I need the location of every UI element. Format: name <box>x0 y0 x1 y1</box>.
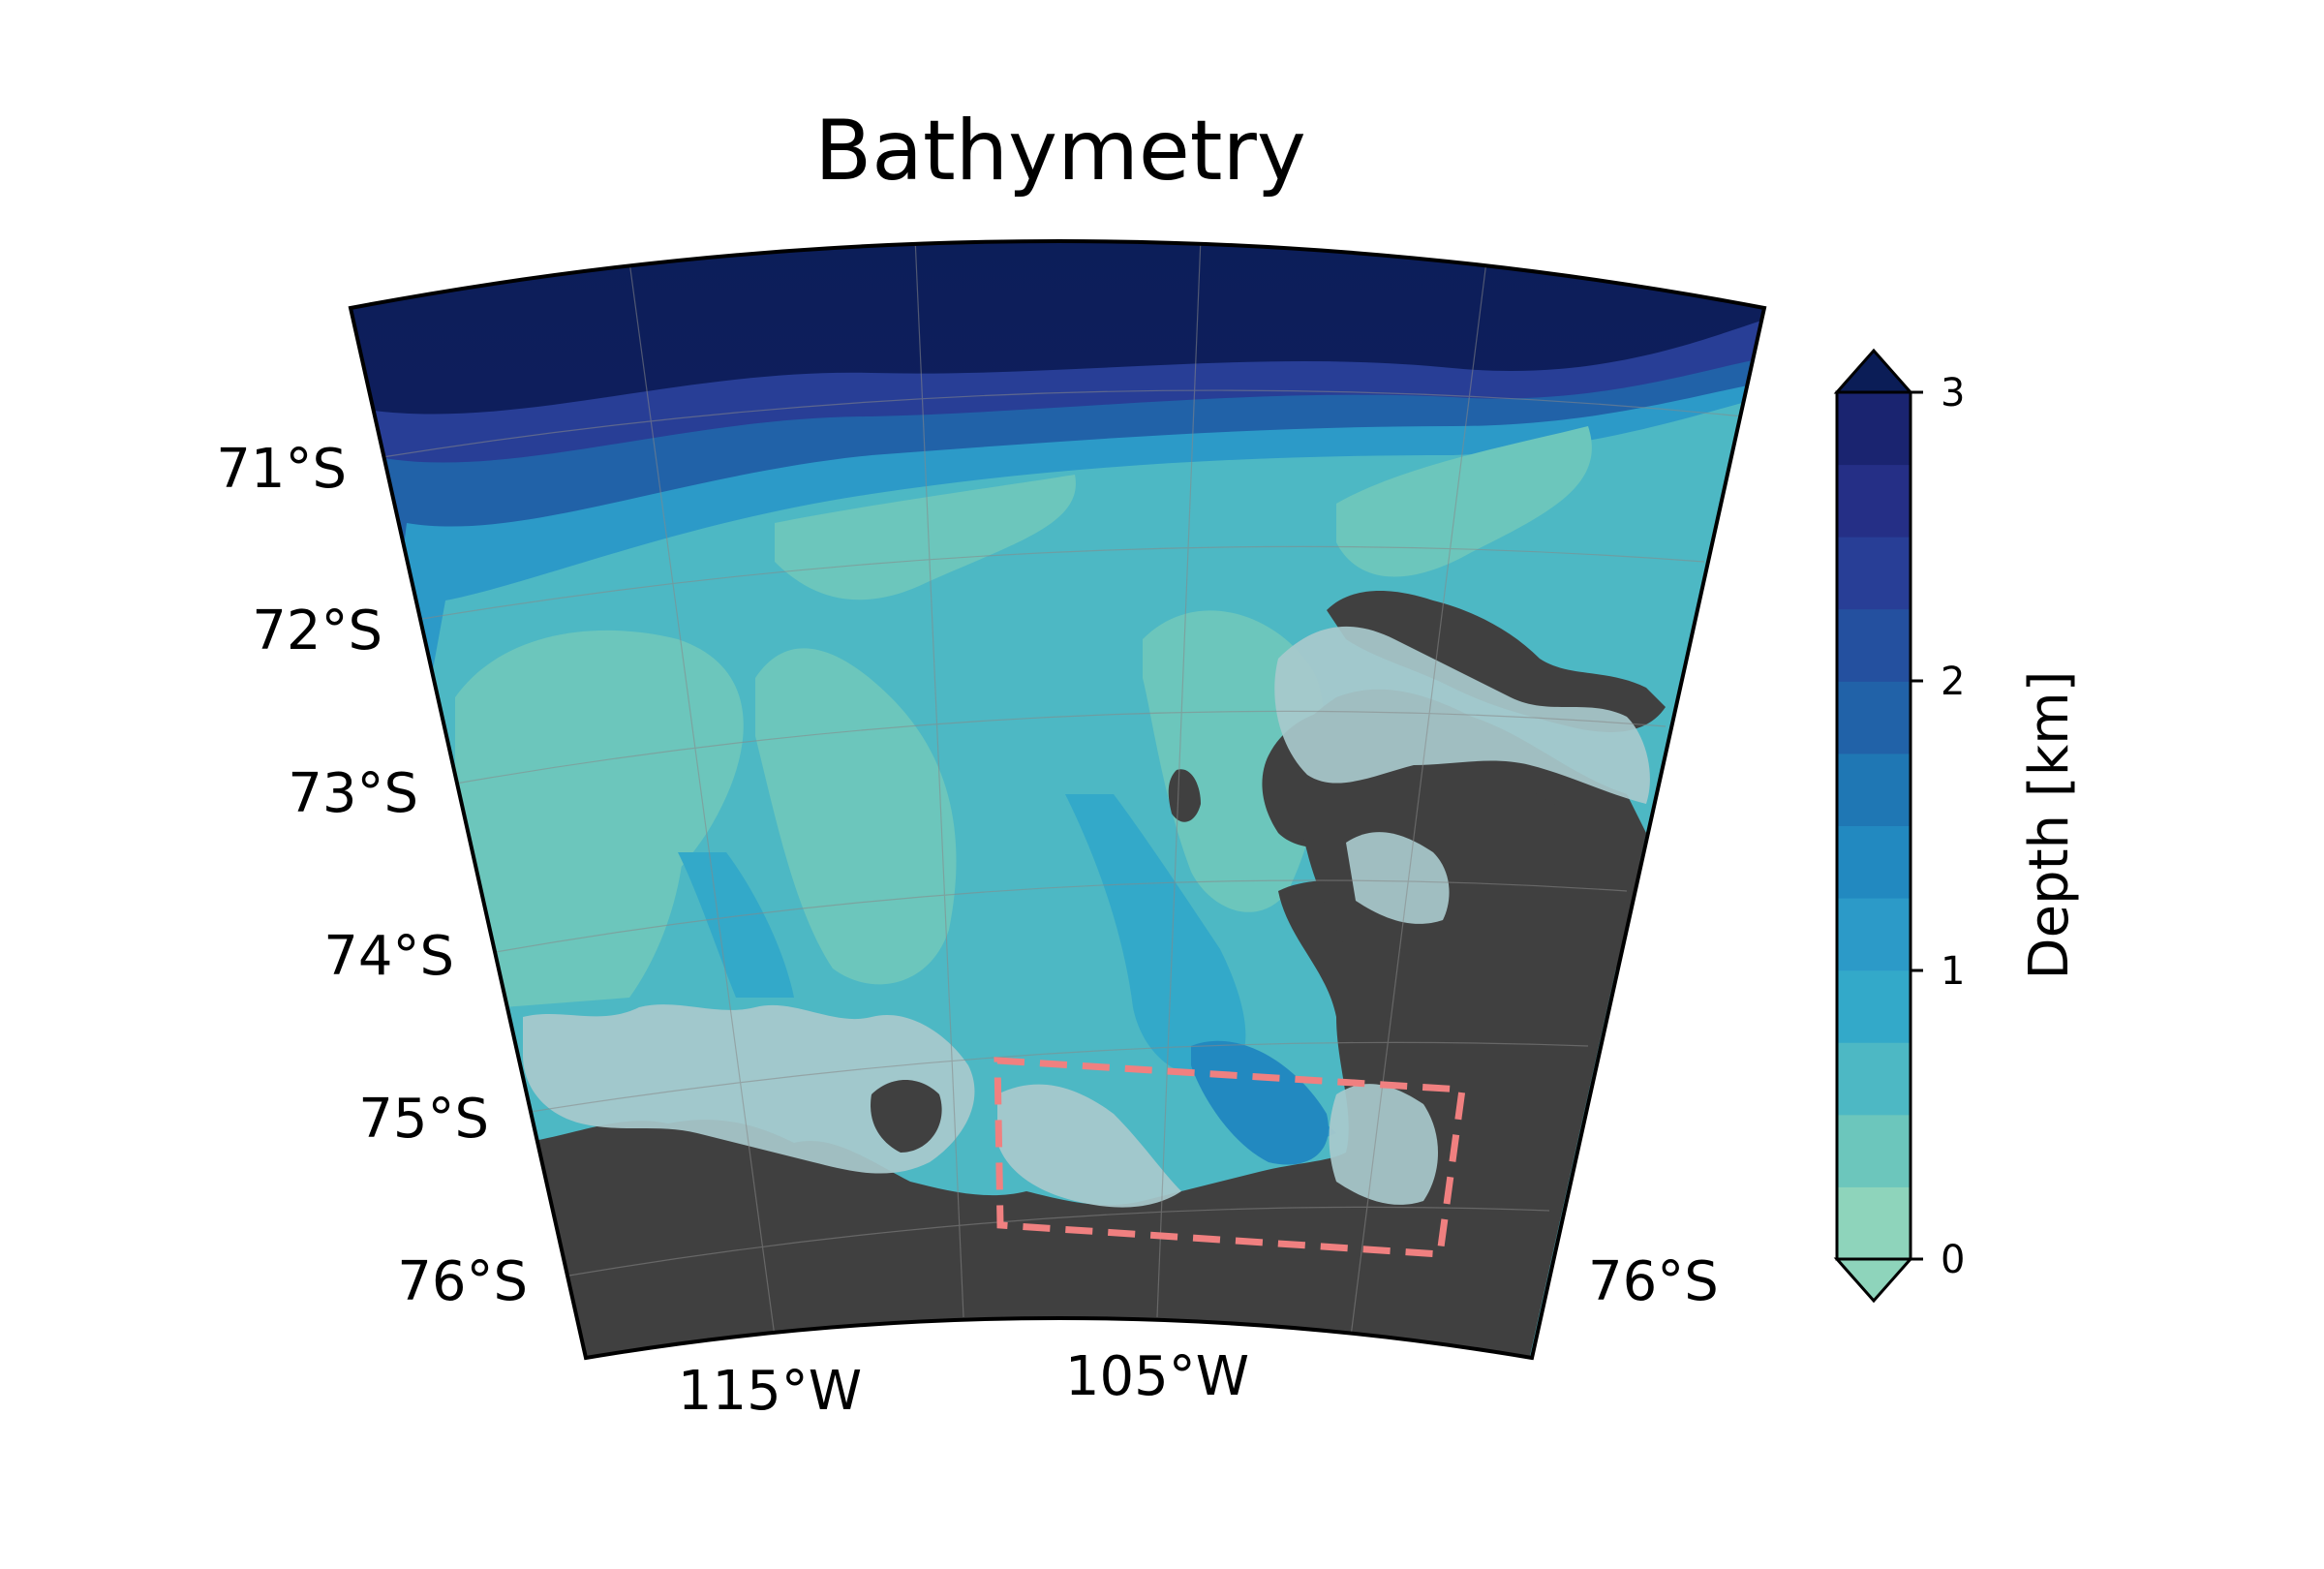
colorbar-extend-top <box>1833 348 1914 394</box>
shallow-bank-central <box>775 475 1076 600</box>
colorbar-level-0 <box>1837 1186 1911 1260</box>
colorbar-levels <box>1837 392 1911 1260</box>
island-bear-peninsula <box>1168 769 1201 822</box>
colorbar-tick-label-1: 1 <box>1941 949 1965 994</box>
colorbar-level-10 <box>1837 464 1911 538</box>
colorbar-level-5 <box>1837 825 1911 899</box>
ice-shelf-dotson <box>1329 1084 1438 1205</box>
region-highlight-box <box>994 1057 1466 1258</box>
ice-shelf-west <box>523 1004 975 1174</box>
colorbar-extend-bottom <box>1833 1257 1914 1304</box>
lat-label-76s-left: 76°S <box>397 1250 528 1313</box>
colorbar: 0 1 2 3 Depth [km] <box>1833 348 2081 1304</box>
lat-label-71s: 71°S <box>216 438 347 501</box>
map-frame <box>348 239 1767 1361</box>
lon-label-115w: 115°W <box>678 1360 862 1423</box>
colorbar-level-7 <box>1837 681 1911 754</box>
lat-label-74s: 74°S <box>323 925 454 988</box>
colorbar-label: Depth [km] <box>2018 670 2081 979</box>
shallow-shelf-middle <box>755 648 957 985</box>
chart-title: Bathymetry <box>814 103 1305 200</box>
lat-label-76s-right: 76°S <box>1588 1250 1719 1313</box>
colorbar-level-9 <box>1837 537 1911 610</box>
colorbar-frame <box>1835 390 1912 1261</box>
map-sector <box>351 241 1764 1358</box>
shallow-shelf-west <box>455 734 686 1007</box>
ice-shelf-east <box>1274 626 1650 804</box>
graticule <box>382 241 1744 1338</box>
lat-label-73s: 73°S <box>288 762 418 825</box>
dotson-trough <box>678 852 794 998</box>
colorbar-tick-label-0: 0 <box>1941 1238 1965 1282</box>
lon-label-105w: 105°W <box>1065 1345 1249 1408</box>
land-northeast-island <box>1327 591 1666 732</box>
colorbar-level-11 <box>1837 392 1911 466</box>
colorbar-level-1 <box>1837 1114 1911 1187</box>
colorbar-level-6 <box>1837 753 1911 826</box>
ice-shelf-central <box>997 1084 1181 1208</box>
ice-shelf-small-1 <box>871 1080 942 1153</box>
lat-label-72s: 72°S <box>252 600 382 662</box>
colorbar-level-2 <box>1837 1042 1911 1116</box>
colorbar-tick-label-2: 2 <box>1941 660 1965 704</box>
lat-label-75s: 75°S <box>358 1088 489 1151</box>
shallow-bank-east <box>1336 426 1592 577</box>
colorbar-tick-label-3: 3 <box>1941 371 1965 415</box>
ice-shelf-northeast <box>1346 832 1450 924</box>
colorbar-level-3 <box>1837 969 1911 1043</box>
colorbar-level-8 <box>1837 608 1911 682</box>
pine-island-trough <box>1065 794 1246 1077</box>
colorbar-level-4 <box>1837 898 1911 971</box>
